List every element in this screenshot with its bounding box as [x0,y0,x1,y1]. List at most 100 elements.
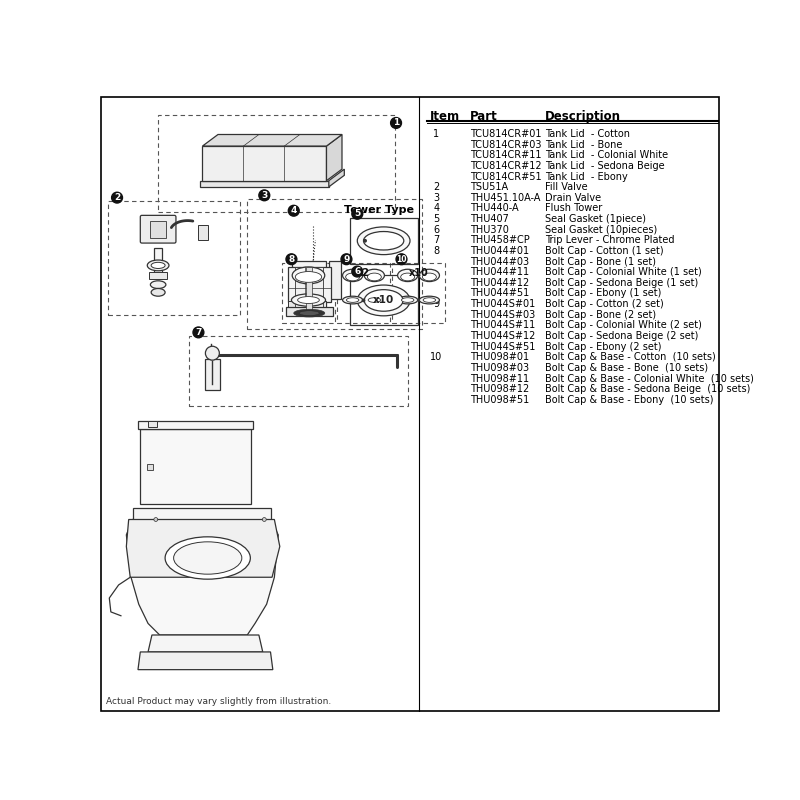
Text: THU044#03: THU044#03 [470,257,529,266]
Circle shape [352,266,362,277]
Bar [149,271,167,279]
Text: Bolt Cap & Base - Cotton  (10 sets): Bolt Cap & Base - Cotton (10 sets) [545,352,716,362]
Text: Bolt Cap - Ebony (2 set): Bolt Cap - Ebony (2 set) [545,342,662,352]
Text: Bolt Cap & Base - Ebony  (10 sets): Bolt Cap & Base - Ebony (10 sets) [545,394,714,405]
Text: Tower Type: Tower Type [344,206,414,215]
Polygon shape [133,508,270,519]
Text: THU407: THU407 [470,214,509,224]
Polygon shape [138,652,273,670]
Ellipse shape [363,231,404,250]
Text: Seal Gasket (1piece): Seal Gasket (1piece) [545,214,646,224]
Text: 1: 1 [434,129,439,139]
Bar [295,267,323,316]
Bar [154,248,162,273]
Ellipse shape [346,273,360,281]
FancyBboxPatch shape [140,215,176,243]
Text: 4: 4 [434,203,439,214]
Text: Tank Lid  - Cotton: Tank Lid - Cotton [545,129,630,139]
Text: 5: 5 [434,214,439,224]
Bar [318,301,326,313]
Ellipse shape [402,298,414,302]
Text: THU044#12: THU044#12 [470,278,529,288]
Ellipse shape [368,298,381,302]
Text: THU098#12: THU098#12 [470,384,529,394]
Polygon shape [202,146,326,181]
Text: 5: 5 [354,210,361,218]
Text: Tank Lid  - Ebony: Tank Lid - Ebony [545,172,628,182]
Ellipse shape [398,270,418,282]
Text: 10: 10 [430,352,442,362]
Polygon shape [126,519,278,635]
Bar [189,336,409,406]
Text: 7: 7 [434,235,439,246]
Text: Bolt Cap & Base - Bone  (10 sets): Bolt Cap & Base - Bone (10 sets) [545,363,708,373]
Text: THU044S#51: THU044S#51 [470,342,535,352]
Ellipse shape [292,267,325,284]
Ellipse shape [291,294,326,306]
Circle shape [341,254,352,265]
Polygon shape [200,181,329,187]
Text: TCU814CR#51: TCU814CR#51 [470,172,542,182]
Text: Bolt Cap & Base - Sedona Beige  (10 sets): Bolt Cap & Base - Sedona Beige (10 sets) [545,384,750,394]
Circle shape [206,346,219,360]
Text: Bolt Cap - Cotton (2 set): Bolt Cap - Cotton (2 set) [545,299,664,309]
Ellipse shape [342,296,362,304]
Ellipse shape [298,297,319,303]
Bar [150,221,166,238]
Circle shape [262,518,266,522]
Text: x2: x2 [357,268,370,278]
Text: THU044S#01: THU044S#01 [470,299,535,309]
Text: Bolt Cap - Sedona Beige (1 set): Bolt Cap - Sedona Beige (1 set) [545,278,698,288]
Bar [306,301,313,313]
Text: Seal Gasket (10pieces): Seal Gasket (10pieces) [545,225,657,234]
Text: Drain Valve: Drain Valve [545,193,601,203]
Text: Bolt Cap - Bone (2 set): Bolt Cap - Bone (2 set) [545,310,656,320]
Text: 1: 1 [393,118,399,127]
Text: 9: 9 [343,254,350,264]
Text: THU044#01: THU044#01 [470,246,529,256]
Text: x10: x10 [409,268,429,278]
Ellipse shape [423,298,435,302]
Text: 9: 9 [434,299,439,309]
Bar [306,267,312,316]
Text: 8: 8 [288,254,294,264]
Text: THU440-A: THU440-A [470,203,518,214]
Ellipse shape [364,290,403,311]
Text: 3: 3 [261,191,267,200]
Circle shape [259,190,270,201]
Text: 6: 6 [434,225,439,234]
Bar [247,199,422,329]
Text: Flush Tower: Flush Tower [545,203,602,214]
Text: 7: 7 [195,328,202,337]
Circle shape [396,254,407,265]
Circle shape [362,298,366,302]
Bar [108,202,239,315]
Polygon shape [140,429,251,504]
Bar [292,261,326,307]
Circle shape [193,327,204,338]
Text: TCU814CR#12: TCU814CR#12 [470,161,542,171]
Ellipse shape [295,271,322,282]
Bar [329,261,341,299]
Ellipse shape [294,310,325,317]
Bar [286,307,333,316]
Text: TSU51A: TSU51A [470,182,508,192]
Text: Description: Description [545,110,621,123]
Bar [148,421,158,427]
Text: 6: 6 [354,267,361,276]
Text: Tank Lid  - Sedona Beige: Tank Lid - Sedona Beige [545,161,665,171]
Bar [282,263,335,323]
Text: 4: 4 [290,206,297,215]
Circle shape [112,192,122,203]
Text: Tank Lid  - Colonial White: Tank Lid - Colonial White [545,150,668,160]
Bar [350,275,418,326]
Ellipse shape [364,296,385,304]
Text: THU098#11: THU098#11 [470,374,529,383]
Ellipse shape [419,296,439,304]
Bar [205,359,220,390]
Text: Bolt Cap - Bone (1 set): Bolt Cap - Bone (1 set) [545,257,656,266]
Text: Fill Valve: Fill Valve [545,182,587,192]
Polygon shape [148,635,262,652]
Ellipse shape [147,260,169,270]
Bar [337,263,390,323]
